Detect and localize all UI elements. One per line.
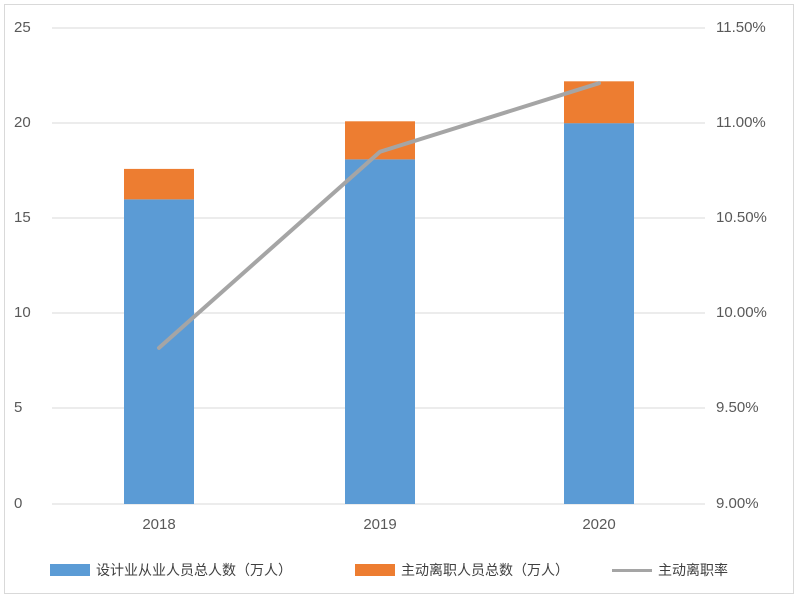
legend-line-gray xyxy=(612,568,652,572)
left-tick: 10 xyxy=(14,304,31,321)
bar-employees xyxy=(345,159,415,504)
right-tick: 10.00% xyxy=(716,304,767,321)
legend-label: 主动离职人员总数（万人） xyxy=(401,562,569,578)
x-tick: 2020 xyxy=(582,516,616,533)
bar-resigned xyxy=(564,81,634,124)
legend-swatch-orange xyxy=(355,564,395,576)
bar-employees xyxy=(564,123,634,504)
left-tick: 25 xyxy=(14,19,31,36)
turnover-rate-line xyxy=(157,81,601,350)
legend-label: 主动离职率 xyxy=(658,562,728,578)
right-tick: 11.00% xyxy=(716,114,766,131)
left-tick: 5 xyxy=(14,399,23,416)
chart-frame xyxy=(4,4,794,594)
legend-item-employees: 设计业从业人员总人数（万人） xyxy=(50,560,292,580)
legend: 设计业从业人员总人数（万人） 主动离职人员总数（万人） 主动离职率 xyxy=(0,560,800,580)
legend-swatch-blue xyxy=(50,564,90,576)
x-tick: 2019 xyxy=(363,516,397,533)
right-tick: 9.50% xyxy=(716,399,759,416)
legend-item-rate: 主动离职率 xyxy=(612,560,728,580)
legend-item-resigned: 主动离职人员总数（万人） xyxy=(355,560,569,580)
legend-label: 设计业从业人员总人数（万人） xyxy=(96,562,292,578)
right-tick: 9.00% xyxy=(716,495,759,512)
left-tick: 15 xyxy=(14,209,31,226)
left-tick: 20 xyxy=(14,114,31,131)
bars xyxy=(124,81,634,505)
bar-resigned xyxy=(124,168,194,200)
right-tick: 10.50% xyxy=(716,209,767,226)
x-tick: 2018 xyxy=(142,516,176,533)
right-tick: 11.50% xyxy=(716,19,766,36)
left-tick: 0 xyxy=(14,495,23,512)
bar-employees xyxy=(124,199,194,505)
